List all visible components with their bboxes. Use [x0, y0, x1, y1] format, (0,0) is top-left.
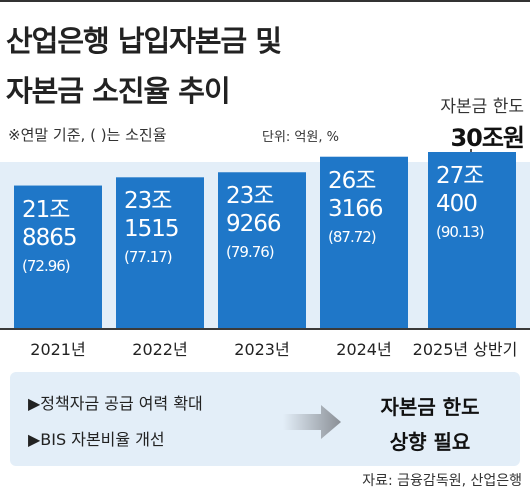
bar-value-line1: 23조 [226, 183, 274, 210]
right-arrow-icon [283, 405, 341, 439]
bar-value-line1: 27조 [436, 163, 484, 189]
bar-value-label-1: 23조 1515 (77.17) [124, 187, 180, 271]
title-line-2: 자본금 소진율 추이 [6, 74, 231, 108]
category-label-0: 2021년 [30, 340, 86, 359]
limit-label: 자본금 한도 [440, 97, 524, 117]
chart-baseline [0, 328, 530, 330]
bar-value-label-2: 23조 9266 (79.76) [226, 182, 282, 266]
title-line-1: 산업은행 납입자본금 및 [6, 24, 282, 58]
bar-exhaustion-rate: (90.13) [436, 223, 485, 241]
bar-value-line2: 400 [436, 191, 478, 217]
callout-point-2-text: ▶BIS 자본비율 개선 [28, 430, 165, 449]
bar-value-line2: 1515 [124, 216, 180, 243]
category-label-4: 2025년 상반기 [412, 340, 518, 359]
top-rule [0, 0, 530, 2]
bar-value-label-0: 21조 8865 (72.96) [22, 196, 78, 280]
bar-1 [116, 177, 204, 328]
bar-exhaustion-rate: (72.96) [22, 256, 71, 275]
bar-exhaustion-rate: (79.76) [226, 243, 275, 262]
limit-value: 30조원 [450, 124, 525, 152]
category-label-2: 2023년 [234, 340, 290, 359]
bar-value-line1: 26조 [328, 167, 376, 194]
bar-4 [428, 152, 516, 328]
bar-0 [14, 185, 102, 328]
callout-point-2: ▶BIS 자본비율 개선 [28, 426, 165, 450]
callout-result-line-1: 자본금 한도 [380, 395, 480, 419]
bar-exhaustion-rate: (87.72) [328, 227, 377, 246]
source-credit: 자료: 금융감독원, 산업은행 [362, 473, 522, 489]
bar-value-line2: 9266 [226, 211, 282, 238]
bar-value-label-3: 26조 3166 (87.72) [328, 167, 384, 251]
callout-point-1: ▶정책자금 공급 여력 확대 [28, 390, 203, 414]
bar-3 [320, 156, 408, 328]
bar-exhaustion-rate: (77.17) [124, 248, 173, 267]
bar-value-label-4: 27조 400 (90.13) [436, 162, 485, 246]
category-label-1: 2022년 [132, 340, 188, 359]
footnote-note: ※연말 기준, ( )는 소진율 [8, 126, 167, 144]
bar-value-line1: 21조 [22, 196, 70, 223]
bar-value-line2: 8865 [22, 224, 78, 251]
callout-result-line-2: 상향 필요 [389, 430, 471, 454]
unit-label: 단위: 억원, % [262, 130, 339, 145]
bar-value-line2: 3166 [328, 195, 384, 222]
callout-point-1-text: ▶정책자금 공급 여력 확대 [28, 394, 203, 413]
callout-box [10, 372, 520, 466]
category-label-3: 2024년 [336, 340, 392, 359]
bar-value-line1: 23조 [124, 188, 172, 215]
bar-2 [218, 172, 306, 328]
